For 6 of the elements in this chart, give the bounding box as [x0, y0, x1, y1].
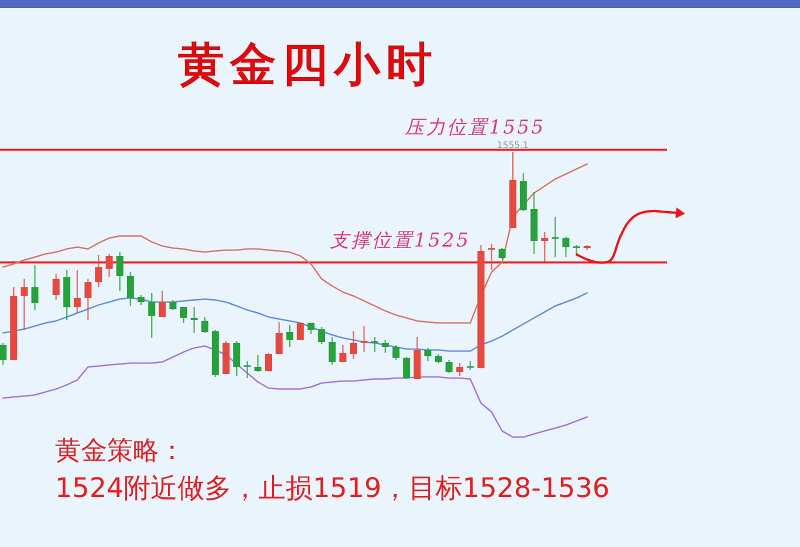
annotation: 黄金策略： — [55, 436, 185, 466]
annotation: 1555.1 — [497, 141, 528, 151]
ref-label: 支撑位置1525 — [330, 229, 470, 252]
annotation: 1524附近做多，止损1519，目标1528-1536 — [55, 473, 610, 504]
ref-label: 压力位置1555 — [405, 116, 546, 139]
title: 黄金四小时 — [178, 37, 438, 91]
